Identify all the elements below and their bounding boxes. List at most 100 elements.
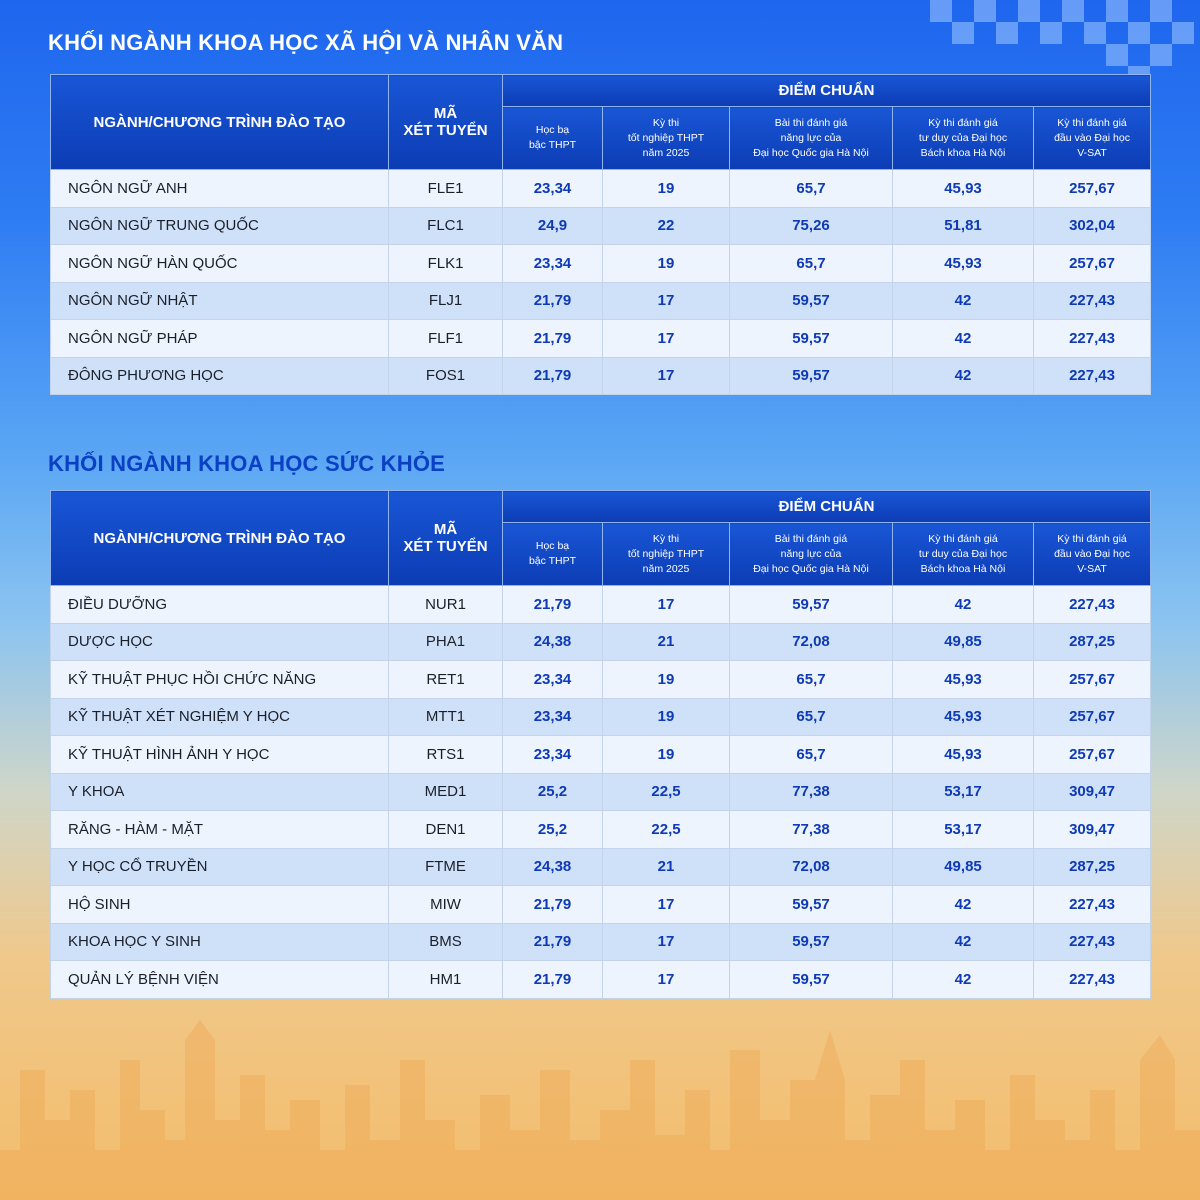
score-tot-nghiep-cell: 17 bbox=[602, 319, 730, 358]
header-line: tư duy của Đại học bbox=[918, 547, 1008, 560]
program-code-cell: FLC1 bbox=[388, 206, 503, 245]
program-name-cell: KHOA HỌC Y SINH bbox=[50, 922, 389, 961]
score-tot-nghiep-cell: 19 bbox=[602, 735, 730, 774]
program-name-cell: ĐIỀU DƯỠNG bbox=[50, 585, 389, 624]
score-hoc-ba-cell: 21,79 bbox=[502, 885, 603, 924]
section-title: KHỐI NGÀNH KHOA HỌC SỨC KHỎE bbox=[48, 451, 446, 476]
program-name-cell: NGÔN NGỮ HÀN QUỐC bbox=[50, 244, 389, 283]
score-tsa-cell: 42 bbox=[892, 922, 1034, 961]
program-name-cell: RĂNG - HÀM - MẶT bbox=[50, 810, 389, 849]
score-dgnl-cell: 59,57 bbox=[729, 960, 893, 999]
score-vsat-cell: 287,25 bbox=[1032, 847, 1152, 886]
column-header-vsat: Kỳ thi đánh giá đầu vào Đại học V-SAT bbox=[1032, 106, 1152, 170]
score-dgnl-cell: 59,57 bbox=[729, 885, 893, 924]
program-name-cell: KỸ THUẬT XÉT NGHIỆM Y HỌC bbox=[50, 697, 389, 736]
program-code-cell: MTT1 bbox=[388, 697, 503, 736]
table-row: NGÔN NGỮ ANH FLE1 23,34 19 65,7 45,93 257,67 bbox=[50, 169, 1152, 208]
table-row: NGÔN NGỮ NHẬT FLJ1 21,79 17 59,57 42 227,43 bbox=[50, 281, 1152, 320]
header-line: Bài thi đánh giá bbox=[774, 116, 848, 129]
program-code-cell: FTME bbox=[388, 847, 503, 886]
program-name-cell: Y KHOA bbox=[50, 772, 389, 811]
score-tsa-cell: 42 bbox=[892, 356, 1034, 395]
table-row: KỸ THUẬT HÌNH ẢNH Y HỌC RTS1 23,34 19 65,7 45… bbox=[50, 735, 1152, 774]
score-hoc-ba-cell: 21,79 bbox=[502, 960, 603, 999]
program-code-cell: FOS1 bbox=[388, 356, 503, 395]
score-dgnl-cell: 77,38 bbox=[729, 772, 893, 811]
score-tot-nghiep-cell: 21 bbox=[602, 847, 730, 886]
program-code-cell: DEN1 bbox=[388, 810, 503, 849]
table-row: QUẢN LÝ BỆNH VIỆN HM1 21,79 17 59,57 42 227,43 bbox=[50, 960, 1152, 999]
score-vsat-cell: 227,43 bbox=[1032, 922, 1152, 961]
score-hoc-ba-cell: 21,79 bbox=[502, 281, 603, 320]
program-code-cell: FLJ1 bbox=[388, 281, 503, 320]
program-name-cell: HỘ SINH bbox=[50, 885, 389, 924]
header-line: Bách khoa Hà Nội bbox=[920, 562, 1006, 575]
table-row: NGÔN NGỮ HÀN QUỐC FLK1 23,34 19 65,7 45,93 257… bbox=[50, 244, 1152, 283]
code-header-line2: XÉT TUYỂN bbox=[403, 538, 488, 555]
admission-score-table: NGÀNH/CHƯƠNG TRÌNH ĐÀO TẠO MÃ XÉT TUYỂN … bbox=[50, 74, 1152, 395]
score-dgnl-cell: 65,7 bbox=[729, 660, 893, 699]
header-line: Kỳ thi đánh giá bbox=[928, 532, 998, 545]
score-tsa-cell: 42 bbox=[892, 585, 1034, 624]
score-tot-nghiep-cell: 17 bbox=[602, 281, 730, 320]
table-row: ĐIỀU DƯỠNG NUR1 21,79 17 59,57 42 227,43 bbox=[50, 585, 1152, 624]
header-line: tốt nghiệp THPT bbox=[627, 547, 705, 560]
score-vsat-cell: 227,43 bbox=[1032, 319, 1152, 358]
header-line: Đại học Quốc gia Hà Nội bbox=[753, 562, 869, 575]
score-hoc-ba-cell: 23,34 bbox=[502, 660, 603, 699]
column-header-dgnl-dhqghn: Bài thi đánh giá năng lực của Đại học Qu… bbox=[729, 522, 893, 586]
score-hoc-ba-cell: 23,34 bbox=[502, 735, 603, 774]
score-dgnl-cell: 77,38 bbox=[729, 810, 893, 849]
code-header-line1: MÃ bbox=[433, 105, 458, 122]
table-body: ĐIỀU DƯỠNG NUR1 21,79 17 59,57 42 227,43 DƯỢC H… bbox=[50, 585, 1152, 999]
score-hoc-ba-cell: 21,79 bbox=[502, 585, 603, 624]
code-header-line2: XÉT TUYỂN bbox=[403, 122, 488, 139]
program-code-cell: RET1 bbox=[388, 660, 503, 699]
header-line: Kỳ thi bbox=[652, 116, 680, 129]
program-code-cell: RTS1 bbox=[388, 735, 503, 774]
table-row: NGÔN NGỮ TRUNG QUỐC FLC1 24,9 22 75,26 51,81 3… bbox=[50, 206, 1152, 245]
table-row: KỸ THUẬT XÉT NGHIỆM Y HỌC MTT1 23,34 19 65,7… bbox=[50, 697, 1152, 736]
score-tsa-cell: 45,93 bbox=[892, 735, 1034, 774]
score-dgnl-cell: 59,57 bbox=[729, 356, 893, 395]
score-tot-nghiep-cell: 22,5 bbox=[602, 810, 730, 849]
score-tsa-cell: 51,81 bbox=[892, 206, 1034, 245]
header-line: Đại học Quốc gia Hà Nội bbox=[753, 146, 869, 159]
score-tsa-cell: 42 bbox=[892, 885, 1034, 924]
column-header-vsat: Kỳ thi đánh giá đầu vào Đại học V-SAT bbox=[1032, 522, 1152, 586]
program-code-cell: NUR1 bbox=[388, 585, 503, 624]
program-code-cell: FLK1 bbox=[388, 244, 503, 283]
score-hoc-ba-cell: 21,79 bbox=[502, 356, 603, 395]
program-name-cell: NGÔN NGỮ NHẬT bbox=[50, 281, 389, 320]
program-name-cell: ĐÔNG PHƯƠNG HỌC bbox=[50, 356, 389, 395]
score-vsat-cell: 227,43 bbox=[1032, 885, 1152, 924]
score-hoc-ba-cell: 23,34 bbox=[502, 169, 603, 208]
header-line: đầu vào Đại học bbox=[1054, 131, 1130, 144]
header-line: V-SAT bbox=[1077, 146, 1107, 159]
score-tsa-cell: 42 bbox=[892, 281, 1034, 320]
score-tsa-cell: 45,93 bbox=[892, 169, 1034, 208]
header-line: Kỳ thi bbox=[652, 532, 680, 545]
score-dgnl-cell: 65,7 bbox=[729, 735, 893, 774]
score-dgnl-cell: 65,7 bbox=[729, 169, 893, 208]
score-tot-nghiep-cell: 22 bbox=[602, 206, 730, 245]
score-vsat-cell: 309,47 bbox=[1032, 810, 1152, 849]
table-row: HỘ SINH MIW 21,79 17 59,57 42 227,43 bbox=[50, 885, 1152, 924]
decorative-pixel-pattern bbox=[930, 0, 1200, 80]
score-tsa-cell: 53,17 bbox=[892, 810, 1034, 849]
score-hoc-ba-cell: 24,9 bbox=[502, 206, 603, 245]
score-vsat-cell: 287,25 bbox=[1032, 622, 1152, 661]
score-dgnl-cell: 65,7 bbox=[729, 244, 893, 283]
column-group-header-cutoff-scores: ĐIỂM CHUẨN bbox=[501, 74, 1152, 107]
score-tot-nghiep-cell: 22,5 bbox=[602, 772, 730, 811]
score-dgnl-cell: 59,57 bbox=[729, 922, 893, 961]
score-tot-nghiep-cell: 19 bbox=[602, 244, 730, 283]
table-row: RĂNG - HÀM - MẶT DEN1 25,2 22,5 77,38 53,17 30… bbox=[50, 810, 1152, 849]
score-tot-nghiep-cell: 19 bbox=[602, 697, 730, 736]
score-hoc-ba-cell: 24,38 bbox=[502, 847, 603, 886]
table-row: KỸ THUẬT PHỤC HỒI CHỨC NĂNG RET1 23,34 19 65… bbox=[50, 660, 1152, 699]
score-tsa-cell: 45,93 bbox=[892, 697, 1034, 736]
score-tsa-cell: 49,85 bbox=[892, 622, 1034, 661]
score-tot-nghiep-cell: 19 bbox=[602, 169, 730, 208]
program-name-cell: NGÔN NGỮ TRUNG QUỐC bbox=[50, 206, 389, 245]
